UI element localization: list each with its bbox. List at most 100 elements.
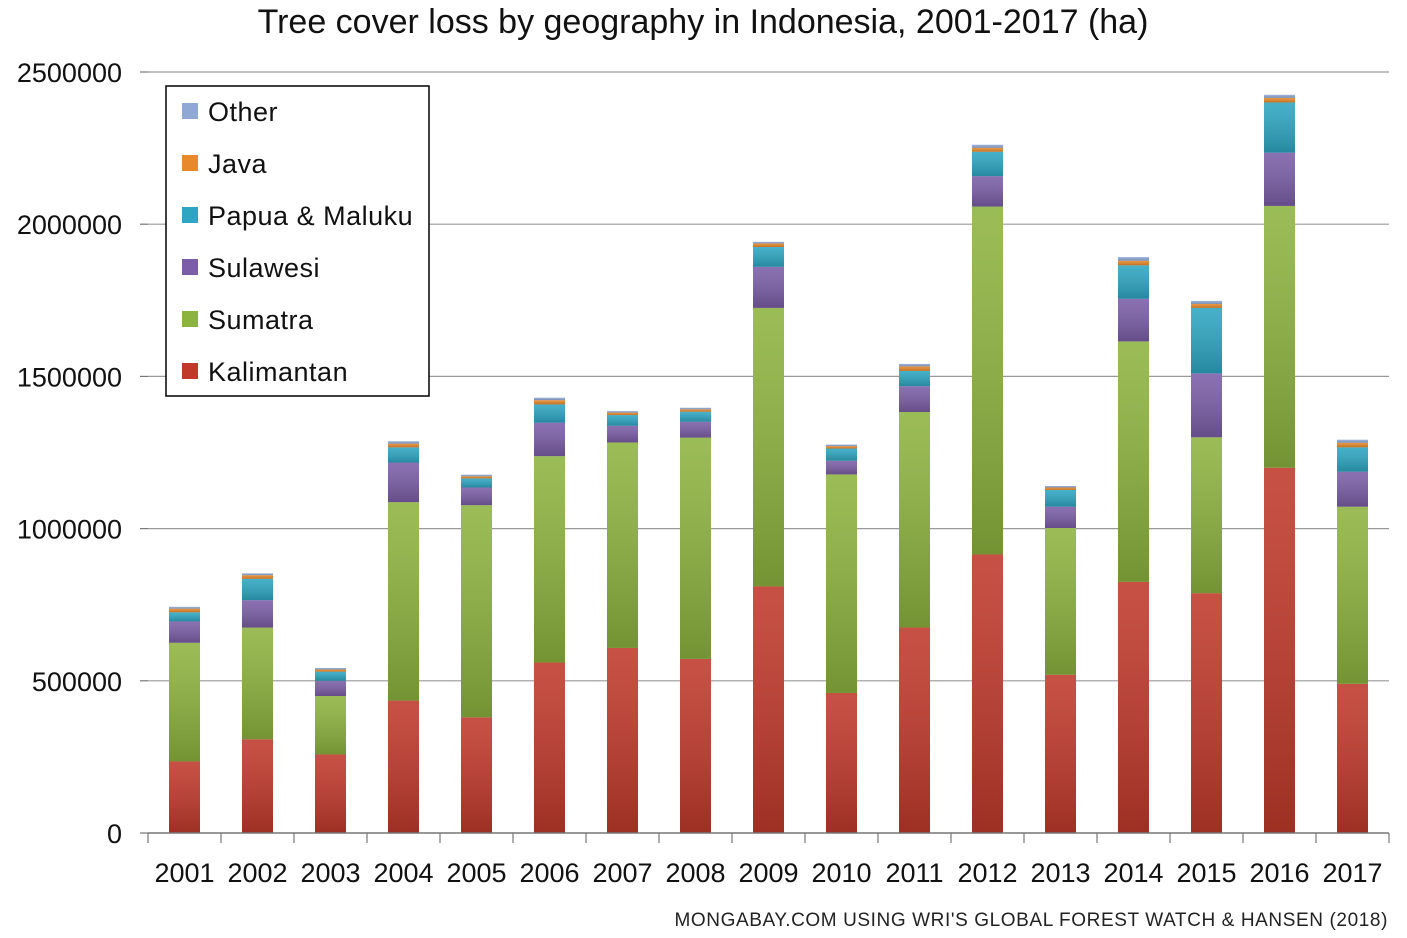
bar-segment-shade (680, 411, 711, 422)
bar-segment-shade (1191, 307, 1222, 374)
bar-segment-shade (1045, 527, 1076, 675)
y-tick-label: 2500000 (17, 58, 122, 88)
bar-segment-shade (169, 608, 200, 613)
bar-segment-shade (972, 144, 1003, 148)
bar-segment-shade (607, 412, 638, 416)
bar-segment-shade (1045, 487, 1076, 490)
x-tick-label: 2010 (811, 858, 871, 888)
bar-segment-shade (1118, 257, 1149, 261)
bar-segment-shade (680, 421, 711, 438)
x-tick-label: 2012 (957, 858, 1017, 888)
legend-label: Other (208, 97, 278, 127)
bar-segment-shade (1337, 683, 1368, 833)
bar-segment-shade (534, 456, 565, 663)
bar-segment-shade (242, 739, 273, 833)
bar-segment-shade (242, 578, 273, 601)
x-axis (147, 832, 1390, 843)
bar-segment-shade (1337, 506, 1368, 684)
bar-segment-shade (1264, 97, 1295, 103)
bar-segment-shade (534, 404, 565, 423)
legend-box (165, 85, 430, 397)
bar-segment-shade (826, 474, 857, 693)
legend-label: Sumatra (208, 305, 314, 335)
bar-segment-shade (1264, 152, 1295, 206)
bar-segment-shade (169, 761, 200, 833)
x-tick-label: 2005 (446, 858, 506, 888)
bar-segment-shade (1118, 260, 1149, 266)
bar-segment-shade (972, 176, 1003, 207)
bar-segment-shade (169, 642, 200, 762)
bar-segment-shade (680, 409, 711, 412)
legend-swatch (182, 207, 198, 223)
bar-segment-shade (826, 444, 857, 447)
bar-segment-shade (826, 446, 857, 449)
bar-segment-shade (1118, 298, 1149, 342)
x-tick-label: 2011 (885, 858, 943, 888)
bar-segment-shade (388, 447, 419, 463)
bar-segment-shade (972, 147, 1003, 152)
bar-segment-shade (242, 575, 273, 579)
bar-segment-shade (461, 505, 492, 718)
x-tick-label: 2013 (1030, 858, 1090, 888)
legend: Other Java Papua & Maluku Sulawesi Sumatra Ka… (165, 85, 430, 397)
bar-segment-shade (753, 586, 784, 833)
bar-segment-shade (534, 422, 565, 457)
bars (169, 94, 1368, 833)
bar-segment-shade (1191, 303, 1222, 308)
bar-segment-shade (1191, 437, 1222, 594)
y-axis-ticks: 0 500000 1000000 1500000 2000000 2500000 (17, 58, 122, 849)
bar-segment-shade (607, 647, 638, 833)
bar-segment-shade (899, 363, 930, 367)
legend-swatch (182, 259, 198, 275)
bar-segment-shade (388, 502, 419, 701)
bar-segment-shade (826, 692, 857, 833)
bar-segment-shade (680, 407, 711, 410)
bar-segment-shade (899, 412, 930, 628)
bar-segment-shade (1337, 439, 1368, 443)
bar-segment-shade (1264, 94, 1295, 98)
bar-segment-shade (1264, 467, 1295, 833)
y-tick-label: 2000000 (17, 210, 122, 240)
chart-title: Tree cover loss by geography in Indonesi… (258, 3, 1149, 41)
bar-segment-shade (242, 627, 273, 740)
bar-segment-shade (680, 658, 711, 833)
bar-segment-shade (680, 437, 711, 659)
x-tick-label: 2008 (665, 858, 725, 888)
y-tick-label: 1000000 (17, 515, 122, 545)
legend-swatch (182, 103, 198, 119)
bar-segment-shade (315, 680, 346, 697)
bar-segment-shade (1337, 471, 1368, 507)
x-tick-label: 2017 (1322, 858, 1382, 888)
bar-segment-shade (899, 386, 930, 413)
x-tick-label: 2007 (592, 858, 652, 888)
bar-segment-shade (315, 754, 346, 833)
bar-segment-shade (1045, 485, 1076, 488)
x-tick-label: 2009 (738, 858, 798, 888)
bar-segment-shade (315, 671, 346, 681)
bar-segment-shade (315, 696, 346, 755)
bar-segment-shade (826, 460, 857, 475)
bar-segment-shade (753, 241, 784, 244)
bar-segment-shade (1191, 593, 1222, 833)
bar-segment-shade (315, 668, 346, 670)
bar-segment-shade (1191, 373, 1222, 438)
x-tick-label: 2016 (1249, 858, 1309, 888)
legend-label: Sulawesi (208, 253, 320, 283)
bar-segment-shade (1337, 442, 1368, 448)
bar-segment-shade (1045, 674, 1076, 833)
bar-segment-shade (753, 266, 784, 308)
bar-segment-shade (534, 400, 565, 405)
legend-label: Java (208, 149, 268, 179)
bar-segment-shade (388, 441, 419, 444)
x-tick-label: 2006 (519, 858, 579, 888)
bar-segment-shade (1045, 506, 1076, 528)
bar-segment-shade (534, 397, 565, 401)
bar-segment-shade (607, 425, 638, 443)
bar-segment-shade (753, 243, 784, 248)
x-axis-ticks: 2001 2002 2003 2004 2005 2006 2007 2008 2009 2010… (154, 858, 1382, 888)
legend-swatch (182, 311, 198, 327)
bar-segment-shade (461, 478, 492, 488)
bar-segment-shade (753, 247, 784, 267)
bar-segment-shade (607, 442, 638, 648)
